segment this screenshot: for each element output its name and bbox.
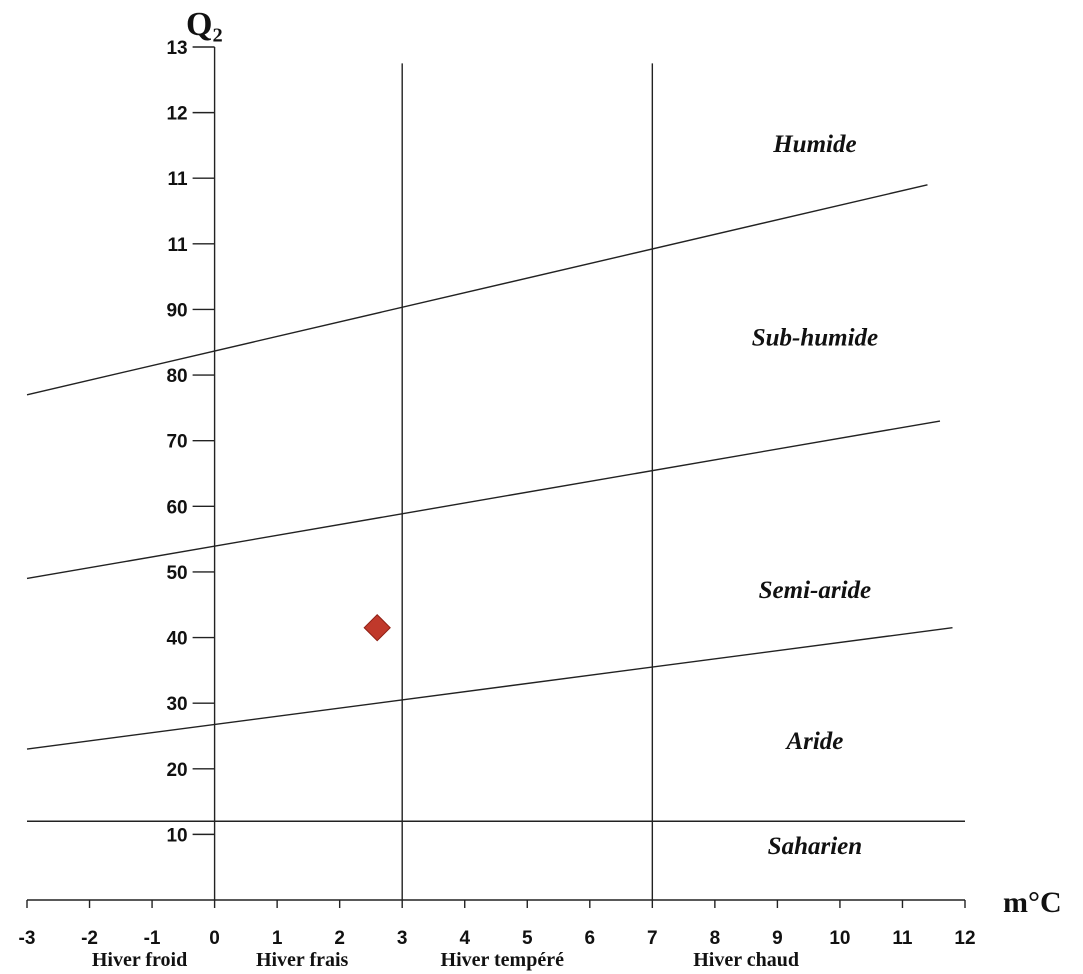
y-tick-label: 90 [166, 300, 187, 321]
text-layer: Q₂ m°C -3 -2 -1 0 1 2 3 4 5 6 7 8 9 10 11 1210203040506… [19, 6, 1062, 971]
y-tick-label: 80 [166, 366, 187, 387]
y-tick-label: 70 [166, 432, 187, 453]
y-tick-label: 13 [166, 38, 187, 59]
winter-class-label: Hiver frais [256, 949, 349, 971]
y-tick-label: 40 [166, 629, 187, 650]
zone-label: Saharien [768, 833, 862, 860]
y-tick-label: 11 [168, 235, 189, 256]
x-tick-label: 5 [522, 928, 533, 949]
y-tick-label: 11 [168, 169, 189, 190]
x-tick-label: 6 [585, 928, 596, 949]
marks-layer [363, 613, 391, 642]
zone-label: Humide [772, 131, 856, 158]
x-tick-label: 0 [209, 928, 220, 949]
y-tick-label: 50 [166, 563, 187, 584]
x-tick-label: 2 [334, 928, 345, 949]
zone-label: Aride [784, 728, 843, 755]
winter-class-label: Hiver chaud [693, 949, 799, 971]
x-tick-label: -2 [81, 928, 98, 949]
x-tick-label: 11 [892, 928, 913, 949]
x-tick-label: 12 [954, 928, 975, 949]
x-tick-label: 9 [772, 928, 783, 949]
y-tick-label: 12 [166, 104, 187, 125]
zone-label: Semi-aride [759, 577, 872, 604]
bioclimatic-boundary-line [26, 420, 941, 580]
y-tick-label: 30 [166, 694, 187, 715]
y-axis-title: Q₂ [186, 6, 223, 43]
x-tick-label: 3 [397, 928, 408, 949]
lines-layer [26, 46, 966, 908]
station-point [363, 613, 391, 642]
x-tick-label: 8 [710, 928, 721, 949]
x-tick-label: 10 [829, 928, 850, 949]
y-tick-label: 60 [166, 497, 187, 518]
x-tick-label: 4 [459, 928, 470, 949]
zone-label: Sub-humide [752, 325, 878, 352]
bioclimatic-boundary-line [26, 627, 953, 750]
winter-class-label: Hiver froid [92, 949, 187, 971]
x-tick-label: 7 [647, 928, 658, 949]
y-tick-label: 20 [166, 760, 187, 781]
x-tick-label: 1 [272, 928, 283, 949]
winter-class-label: Hiver tempéré [441, 949, 565, 971]
y-tick-label: 10 [166, 825, 187, 846]
bioclimatic-boundary-line [26, 184, 928, 396]
x-tick-label: -3 [19, 928, 36, 949]
x-tick-label: -1 [144, 928, 161, 949]
x-axis-title: m°C [1003, 886, 1062, 919]
